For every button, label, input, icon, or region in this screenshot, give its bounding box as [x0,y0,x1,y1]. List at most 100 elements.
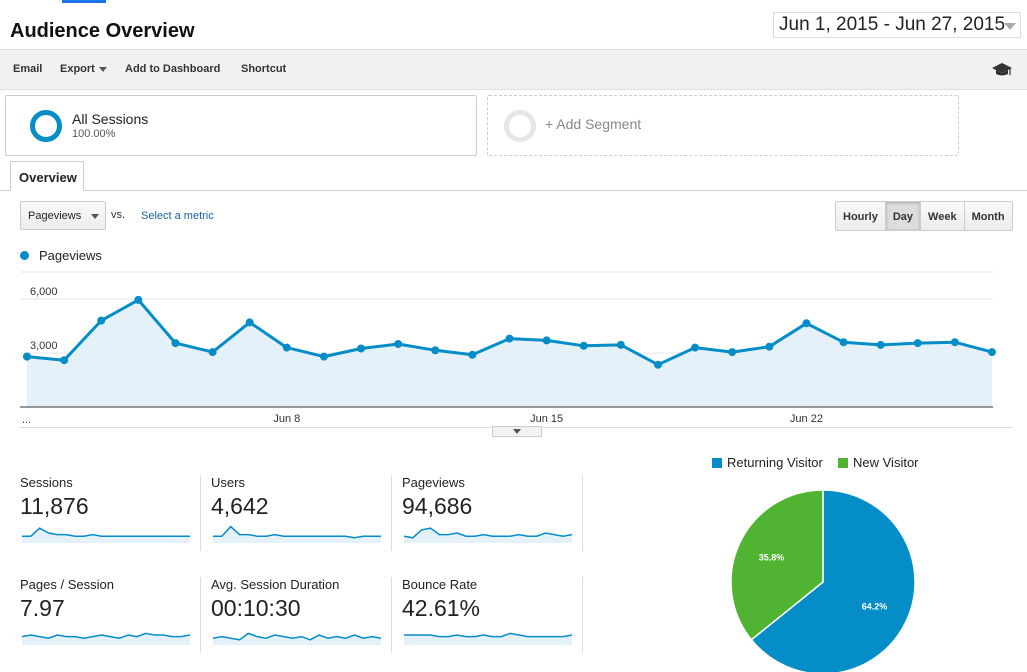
pageviews-data-point[interactable] [542,336,551,345]
date-range-picker[interactable]: Jun 1, 2015 - Jun 27, 2015 [773,12,1021,38]
legend-pageviews-label[interactable]: Pageviews [39,248,102,263]
pageviews-data-point[interactable] [579,341,588,350]
segment-ring-icon [30,110,62,142]
sparkline-fill [22,528,190,543]
graduation-cap-icon[interactable] [991,62,1013,78]
pageviews-data-point[interactable] [394,340,403,348]
pageviews-data-point[interactable] [97,316,106,325]
sparkline-fill [213,526,381,543]
sparkline-line [213,525,381,539]
metric-tile-pages-session[interactable]: Pages / Session 7.97 [20,577,210,657]
metric-tile-bounce-rate[interactable]: Bounce Rate 42.61% [402,577,592,657]
pageviews-data-point[interactable] [319,352,328,361]
metric-sparkline [213,632,381,645]
pageviews-data-point[interactable] [245,318,254,327]
legend-returning-swatch [712,458,722,468]
pageviews-data-point[interactable] [988,348,996,357]
legend-new-swatch [838,458,848,468]
metric-value: 42.61% [402,595,481,621]
sparkline-fill [404,633,572,645]
pageviews-data-point[interactable] [765,342,774,351]
metric-select-value: Pageviews [28,210,82,222]
metric-tile-users[interactable]: Users 4,642 [211,475,401,555]
pie-slice-label: 35.8% [759,552,785,562]
legend-returning-label[interactable]: Returning Visitor [727,455,823,470]
y-tick-label: 6,000 [30,286,58,298]
pageviews-data-point[interactable] [282,343,291,352]
shortcut-button[interactable]: Shortcut [241,63,287,75]
sparkline-line [404,527,572,539]
add-segment-label: + Add Segment [545,116,642,132]
chevron-down-icon [91,214,99,219]
metric-sparkline [404,632,572,645]
pageviews-data-point[interactable] [839,338,848,347]
legend-pageviews-marker [20,251,29,260]
tile-divider [200,475,201,551]
metric-label: Avg. Session Duration [211,577,340,592]
granularity-month-button[interactable]: Month [964,201,1013,231]
tile-divider [582,577,583,653]
segment-name: All Sessions [72,111,149,127]
x-tick-label: ... [22,414,31,426]
export-button[interactable]: Export [60,63,107,75]
pageviews-data-point[interactable] [505,334,514,343]
pageviews-data-point[interactable] [691,343,700,352]
chevron-down-icon [98,66,107,72]
chevron-down-icon [1004,23,1016,30]
pie-slice-returning-visitor[interactable] [750,489,916,672]
tab-overview[interactable]: Overview [10,161,84,191]
x-tick-label: Jun 15 [530,413,563,425]
pageviews-data-point[interactable] [616,340,625,349]
metric-sparkline [213,525,381,543]
pageviews-data-point[interactable] [653,360,662,369]
pageviews-data-point[interactable] [60,356,69,365]
pie-slice-new-visitor[interactable] [730,489,824,641]
pageviews-line-chart: 6,000 3,000... Jun 8 Jun 15 Jun 22 [20,271,996,426]
metric-select[interactable]: Pageviews [20,201,106,230]
metric-tile-pageviews[interactable]: Pageviews 94,686 [402,475,592,555]
metric-value: 4,642 [211,493,269,519]
metric-value: 00:10:30 [211,595,301,621]
page-title: Audience Overview [10,20,195,42]
metric-tile-sessions[interactable]: Sessions 11,876 [20,475,210,555]
chevron-down-icon [513,429,521,434]
pageviews-data-point[interactable] [802,319,811,328]
metric-label: Pages / Session [20,577,114,592]
pageviews-data-point[interactable] [134,295,143,304]
pageviews-data-point[interactable] [876,340,885,349]
metric-label: Pageviews [402,475,465,490]
pageviews-data-point[interactable] [23,352,31,361]
top-accent-bar [62,0,106,3]
vs-label: vs. [111,209,126,221]
granularity-hourly-button[interactable]: Hourly [835,201,886,231]
tile-divider [582,475,583,551]
chart-collapse-handle[interactable] [492,426,542,437]
metric-label: Sessions [20,475,73,490]
tab-divider [0,190,1027,191]
pageviews-data-point[interactable] [913,339,922,348]
legend-new-label[interactable]: New Visitor [853,455,919,470]
segment-all-sessions[interactable]: All Sessions 100.00% [5,95,477,156]
add-to-dashboard-button[interactable]: Add to Dashboard [125,63,221,75]
pageviews-data-point[interactable] [431,346,440,355]
pageviews-data-point[interactable] [728,348,737,357]
pageviews-data-point[interactable] [357,344,366,353]
pageviews-data-point[interactable] [468,350,477,359]
metric-label: Bounce Rate [402,577,478,592]
add-segment-button[interactable]: + Add Segment [487,95,959,156]
pageviews-area-fill [27,299,992,407]
x-tick-label: Jun 8 [273,413,300,425]
sparkline-line [213,632,381,641]
select-metric-link[interactable]: Select a metric [141,210,214,222]
pageviews-data-point[interactable] [171,339,180,348]
pageviews-data-point[interactable] [950,338,959,347]
granularity-week-button[interactable]: Week [921,201,965,231]
email-button[interactable]: Email [13,63,43,75]
metric-tile-avg-session-duration[interactable]: Avg. Session Duration 00:10:30 [211,577,401,657]
sparkline-line [404,632,572,638]
granularity-day-button[interactable]: Day [885,201,922,231]
tile-divider [200,577,201,653]
metric-label: Users [211,475,245,490]
report-toolbar: Email Export Add to Dashboard Shortcut [0,49,1027,90]
pageviews-data-point[interactable] [208,348,217,357]
